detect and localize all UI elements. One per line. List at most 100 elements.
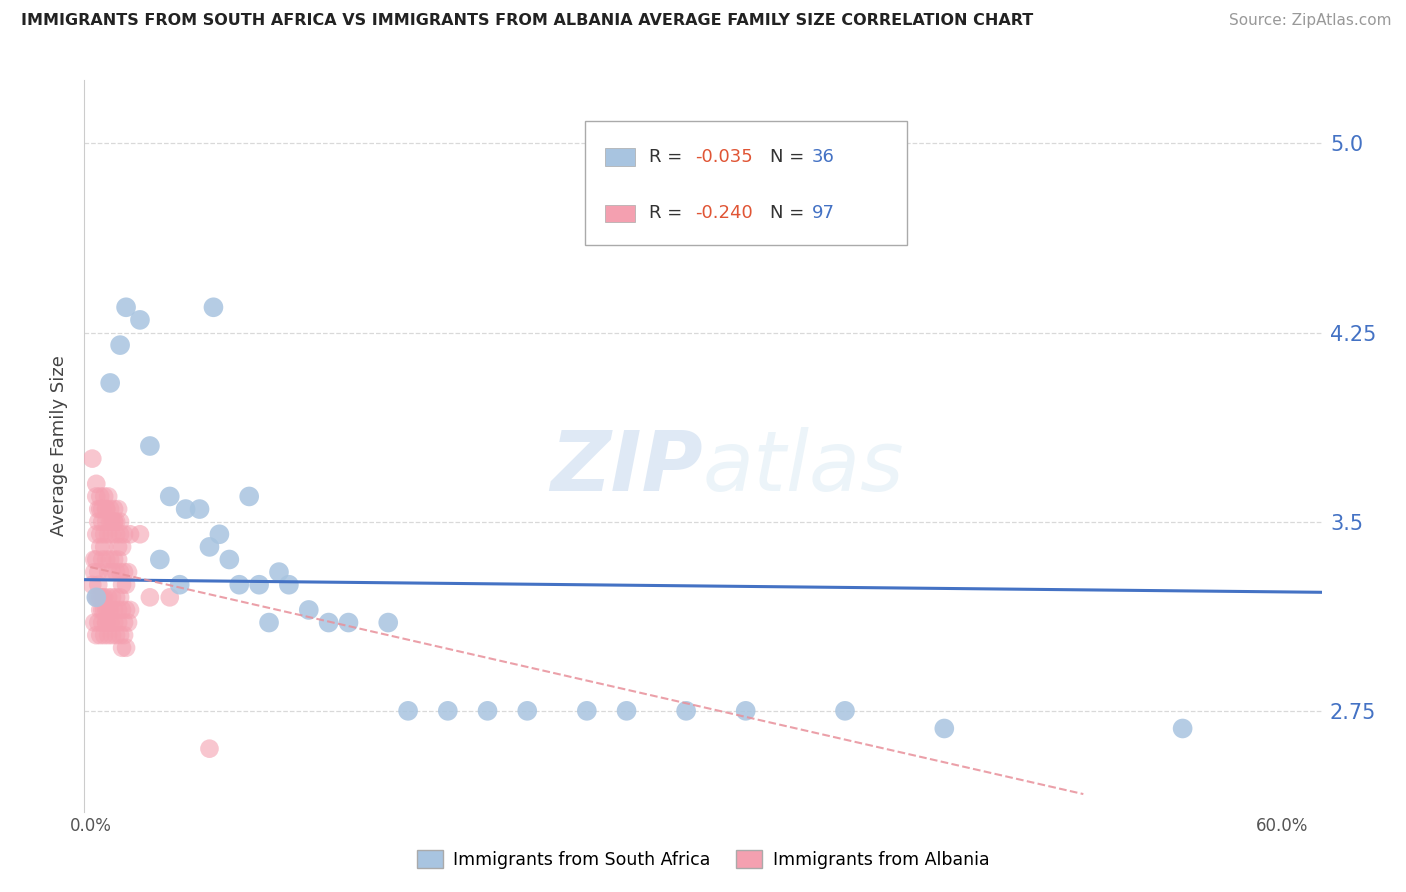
Point (477, 704, 499, 718)
Point (97, 490, 120, 504)
Point (218, 552, 240, 566)
Point (103, 502, 125, 516)
Point (318, 615, 340, 630)
Text: N =: N = (770, 148, 810, 166)
Point (89, 628, 111, 642)
Point (96, 615, 118, 630)
Point (105, 628, 128, 642)
Point (208, 527, 231, 541)
Point (96, 552, 118, 566)
Point (159, 591, 181, 605)
Point (616, 704, 638, 718)
Point (675, 704, 697, 718)
Point (96, 515, 118, 529)
Point (436, 704, 458, 718)
FancyBboxPatch shape (605, 148, 636, 166)
Point (115, 300, 138, 314)
Text: R =: R = (648, 204, 688, 222)
Point (101, 591, 124, 605)
Point (97, 603, 120, 617)
Point (87, 615, 110, 630)
Point (98, 615, 121, 630)
Point (97, 565, 120, 579)
Point (115, 603, 138, 617)
Point (98, 615, 121, 630)
Point (139, 439, 162, 453)
Point (516, 704, 538, 718)
Point (108, 565, 131, 579)
Point (169, 578, 191, 592)
Point (84, 628, 107, 642)
Point (112, 628, 135, 642)
Point (174, 502, 197, 516)
Point (91, 502, 114, 516)
Point (105, 515, 128, 529)
Point (93, 490, 115, 504)
Point (396, 704, 419, 718)
Point (83, 615, 105, 630)
Point (934, 722, 956, 736)
Point (98, 376, 121, 390)
Point (228, 578, 250, 592)
Text: R =: R = (648, 148, 688, 166)
Point (96, 502, 118, 516)
Text: 97: 97 (811, 204, 835, 222)
Point (1171, 722, 1194, 736)
Point (198, 741, 221, 756)
Point (98, 552, 121, 566)
FancyBboxPatch shape (585, 120, 907, 245)
Point (84, 591, 107, 605)
Point (89, 591, 111, 605)
Point (111, 540, 134, 554)
Point (101, 628, 124, 642)
Text: N =: N = (770, 204, 810, 222)
Point (337, 615, 360, 630)
Point (93, 540, 115, 554)
Point (87, 502, 110, 516)
Point (84, 476, 107, 491)
Point (101, 515, 124, 529)
Point (101, 565, 124, 579)
Point (87, 565, 110, 579)
Point (247, 578, 270, 592)
Point (83, 552, 105, 566)
Point (91, 552, 114, 566)
Point (96, 615, 118, 630)
Point (112, 527, 135, 541)
Legend: Immigrants from South Africa, Immigrants from Albania: Immigrants from South Africa, Immigrants… (409, 844, 997, 876)
Point (117, 565, 139, 579)
Point (377, 615, 399, 630)
Point (117, 615, 139, 630)
Point (115, 640, 138, 655)
Point (101, 527, 124, 541)
Point (93, 603, 115, 617)
Point (84, 527, 107, 541)
Y-axis label: Average Family Size: Average Family Size (51, 356, 69, 536)
Point (115, 578, 138, 592)
Point (108, 338, 131, 352)
Point (159, 490, 181, 504)
Point (103, 515, 125, 529)
Point (87, 578, 110, 592)
Point (238, 490, 260, 504)
Point (84, 591, 107, 605)
Point (89, 603, 111, 617)
Point (103, 603, 125, 617)
Point (89, 540, 111, 554)
Text: ZIP: ZIP (550, 427, 703, 508)
Point (103, 615, 125, 630)
Text: Source: ZipAtlas.com: Source: ZipAtlas.com (1229, 13, 1392, 29)
Point (108, 628, 131, 642)
Point (82, 451, 104, 466)
Point (267, 565, 290, 579)
Point (198, 540, 221, 554)
Point (277, 578, 299, 592)
Point (84, 490, 107, 504)
Point (103, 515, 125, 529)
Point (87, 515, 110, 529)
Point (84, 552, 107, 566)
Point (103, 552, 125, 566)
Point (108, 591, 131, 605)
Point (107, 552, 129, 566)
Point (734, 704, 756, 718)
